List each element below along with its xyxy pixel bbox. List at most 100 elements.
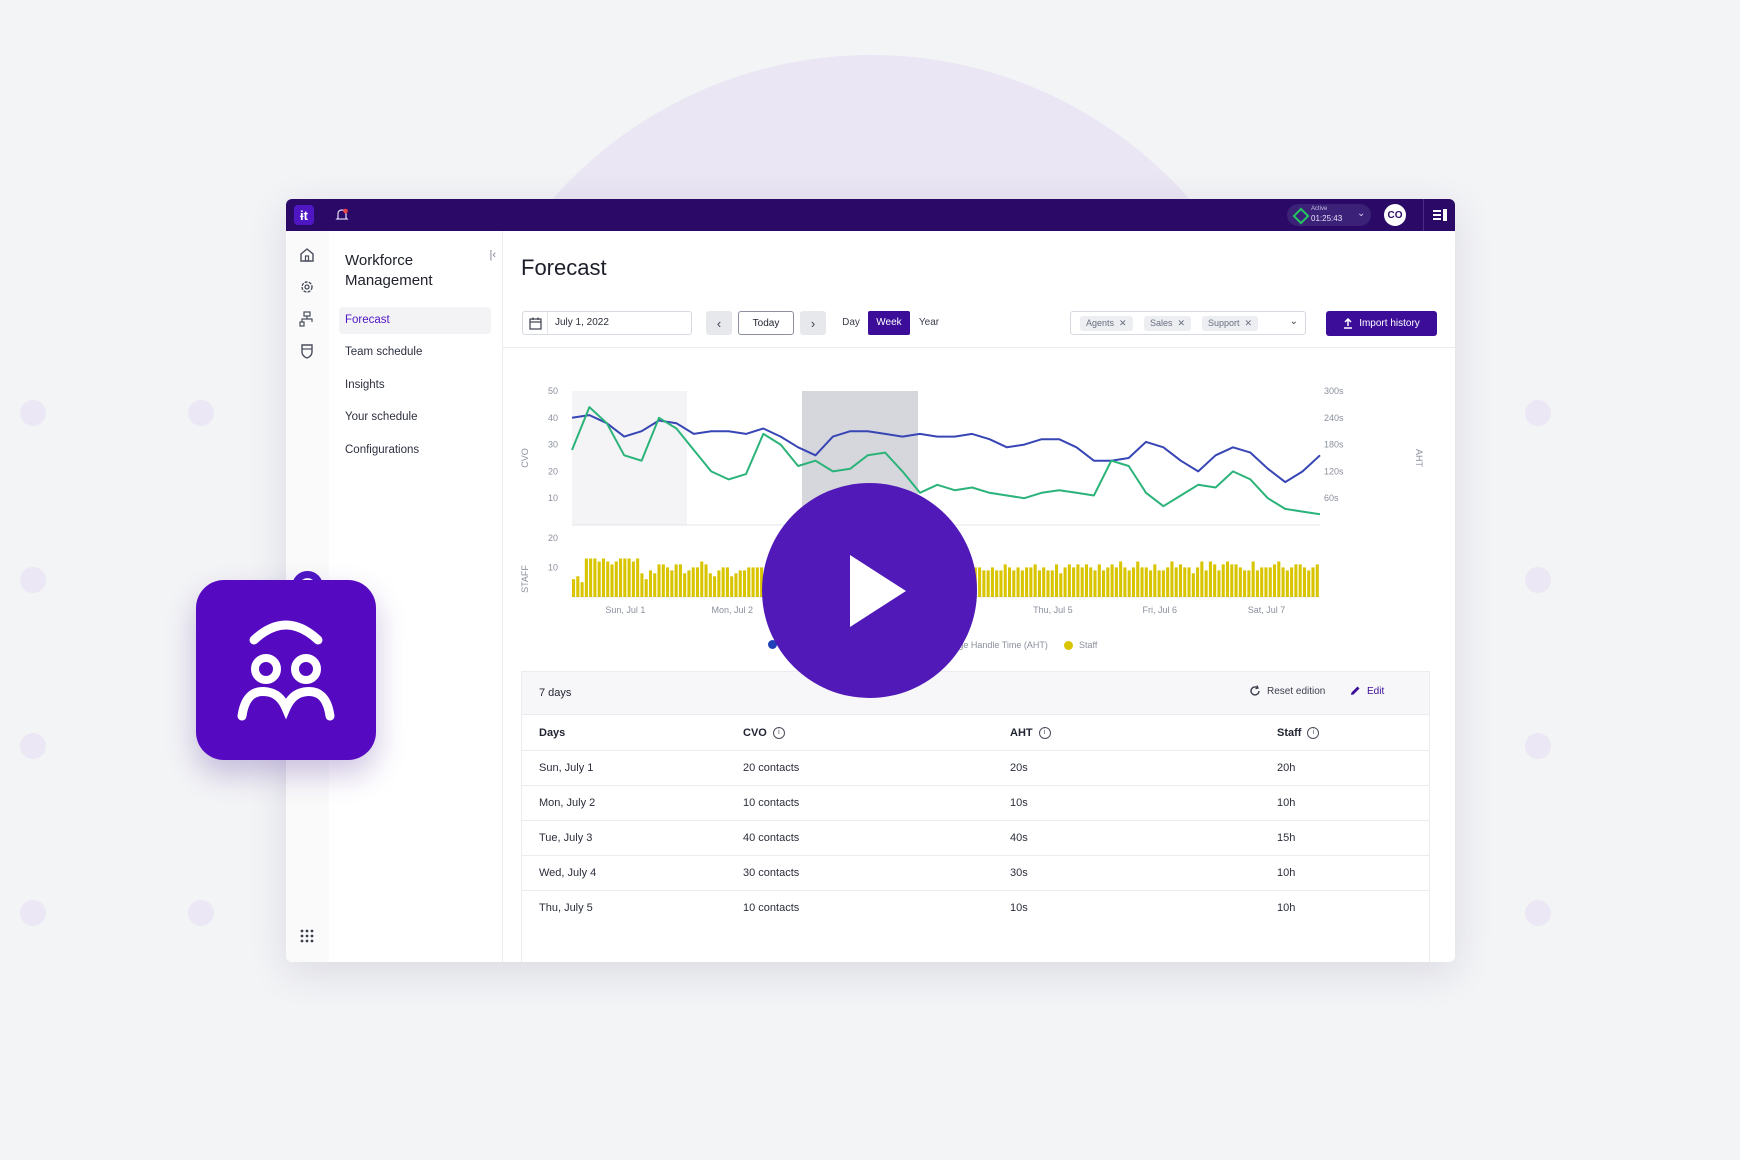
series-line	[571, 414, 1321, 484]
cell-day: Thu, July 5	[539, 902, 593, 914]
info-icon[interactable]: i	[772, 727, 785, 739]
staff-bar	[1003, 564, 1007, 597]
staff-bar	[601, 558, 605, 597]
highlight-region	[572, 391, 687, 525]
close-icon[interactable]: ✕	[1177, 318, 1186, 328]
series-line	[571, 406, 1321, 516]
info-icon[interactable]: i	[1307, 727, 1320, 739]
filter-chip-support[interactable]: Support ✕	[1202, 316, 1259, 331]
column-header-aht[interactable]: AHT i	[1010, 727, 1051, 739]
staff-bar	[1281, 567, 1285, 597]
staff-bar	[631, 561, 635, 597]
staff-bar	[986, 570, 990, 597]
nav-item-your-schedule[interactable]: Your schedule	[345, 411, 418, 423]
side-panel-icon[interactable]	[1423, 199, 1455, 231]
filter-chip-sales[interactable]: Sales ✕	[1144, 316, 1192, 331]
y-axis-label: STAFF	[520, 565, 530, 593]
staff-bar	[1285, 570, 1289, 597]
staff-bar	[1251, 561, 1255, 597]
nav-item-insights[interactable]: Insights	[345, 379, 385, 391]
staff-bar	[1114, 567, 1118, 597]
staff-bar	[760, 567, 764, 597]
chevron-down-icon[interactable]: ⌄	[1289, 316, 1298, 327]
nav-item-forecast[interactable]: Forecast	[339, 307, 491, 334]
x-tick-label: Mon, Jul 2	[712, 605, 754, 615]
import-history-button[interactable]: Import history	[1326, 311, 1437, 336]
column-header-staff[interactable]: Staff i	[1277, 727, 1320, 739]
staff-bar	[1059, 573, 1063, 597]
staff-bar	[1298, 564, 1302, 597]
staff-bar	[1016, 567, 1020, 597]
staff-bar	[717, 570, 721, 597]
chevron-down-icon: ⌄	[1357, 208, 1366, 219]
staff-bar	[1020, 570, 1024, 597]
staff-bar	[1037, 570, 1041, 597]
table-row[interactable]: Thu, July 5 10 contacts 10s 10h	[522, 890, 1429, 926]
staff-bar	[1230, 564, 1234, 597]
filter-chip-agents[interactable]: Agents ✕	[1080, 316, 1133, 331]
staff-bar	[653, 573, 657, 597]
staff-bar	[1063, 567, 1067, 597]
nav-item-team-schedule[interactable]: Team schedule	[345, 346, 423, 358]
view-week-tab[interactable]: Week	[868, 311, 910, 335]
edit-button[interactable]: Edit	[1349, 685, 1384, 697]
staff-bar	[1007, 567, 1012, 597]
y-tick-label: 30	[548, 440, 558, 450]
staff-bar	[1277, 561, 1281, 597]
decor-dot	[1525, 400, 1551, 426]
view-year-tab[interactable]: Year	[918, 317, 940, 328]
table-row[interactable]: Wed, July 4 30 contacts 30s 10h	[522, 855, 1429, 891]
table-row[interactable]: Sun, July 1 20 contacts 20s 20h	[522, 750, 1429, 786]
reset-edition-button[interactable]: Reset edition	[1249, 685, 1325, 697]
y-tick-label: 10	[548, 562, 558, 572]
staff-bar	[1140, 567, 1144, 597]
avatar[interactable]: CO	[1384, 204, 1406, 226]
decor-dot	[188, 900, 214, 926]
info-icon[interactable]: i	[1038, 727, 1051, 739]
staff-bar	[1208, 561, 1212, 597]
next-period-button[interactable]: ›	[800, 311, 826, 335]
calendar-icon	[523, 312, 548, 334]
workforce-app-icon	[196, 580, 376, 760]
staff-bar	[640, 573, 644, 597]
column-header-label: Days	[539, 727, 566, 739]
bell-icon[interactable]	[334, 207, 350, 223]
staff-bar	[580, 582, 584, 597]
column-header-cvo[interactable]: CVO i	[743, 727, 785, 739]
staff-bar	[593, 558, 597, 597]
legend-label: Staff	[1079, 640, 1098, 650]
shield-icon[interactable]	[297, 341, 317, 361]
staff-bar	[636, 558, 640, 597]
routing-icon[interactable]	[297, 309, 317, 329]
staff-bar	[1161, 570, 1165, 597]
queue-filter[interactable]: Agents ✕ Sales ✕ Support ✕ ⌄	[1070, 311, 1306, 335]
close-icon[interactable]: ✕	[1244, 318, 1253, 328]
staff-bar	[1290, 567, 1294, 597]
nav-item-configurations[interactable]: Configurations	[345, 444, 420, 456]
status-indicator-icon	[1292, 207, 1310, 225]
table-row[interactable]: Tue, July 3 40 contacts 40s 15h	[522, 820, 1429, 856]
legend-item-staff: Staff	[1064, 640, 1097, 650]
status-selector[interactable]: Active 01:25:43 ⌄	[1287, 204, 1371, 226]
column-header-days[interactable]: Days	[539, 727, 565, 739]
app-logo[interactable]: ɨt	[294, 205, 314, 225]
home-icon[interactable]	[297, 245, 317, 265]
date-picker[interactable]: July 1, 2022	[522, 311, 692, 335]
play-button[interactable]	[762, 483, 977, 698]
y-tick-label: 10	[548, 493, 558, 503]
staff-bar	[623, 558, 627, 597]
apps-grid-icon[interactable]	[297, 926, 317, 946]
today-button[interactable]: Today	[738, 311, 794, 335]
staff-bar	[1072, 567, 1076, 597]
staff-bar	[1127, 570, 1131, 597]
close-icon[interactable]: ✕	[1119, 318, 1127, 328]
collapse-icon[interactable]: |‹	[489, 249, 496, 261]
gear-icon[interactable]	[297, 277, 317, 297]
x-tick-label: Sat, Jul 7	[1248, 605, 1286, 615]
table-row[interactable]: Mon, July 2 10 contacts 10s 10h	[522, 785, 1429, 821]
cell-day: Tue, July 3	[539, 832, 593, 844]
x-tick-label: Thu, Jul 5	[1033, 605, 1073, 615]
decor-dot	[20, 733, 46, 759]
prev-period-button[interactable]: ‹	[706, 311, 732, 335]
view-day-tab[interactable]: Day	[842, 317, 860, 328]
